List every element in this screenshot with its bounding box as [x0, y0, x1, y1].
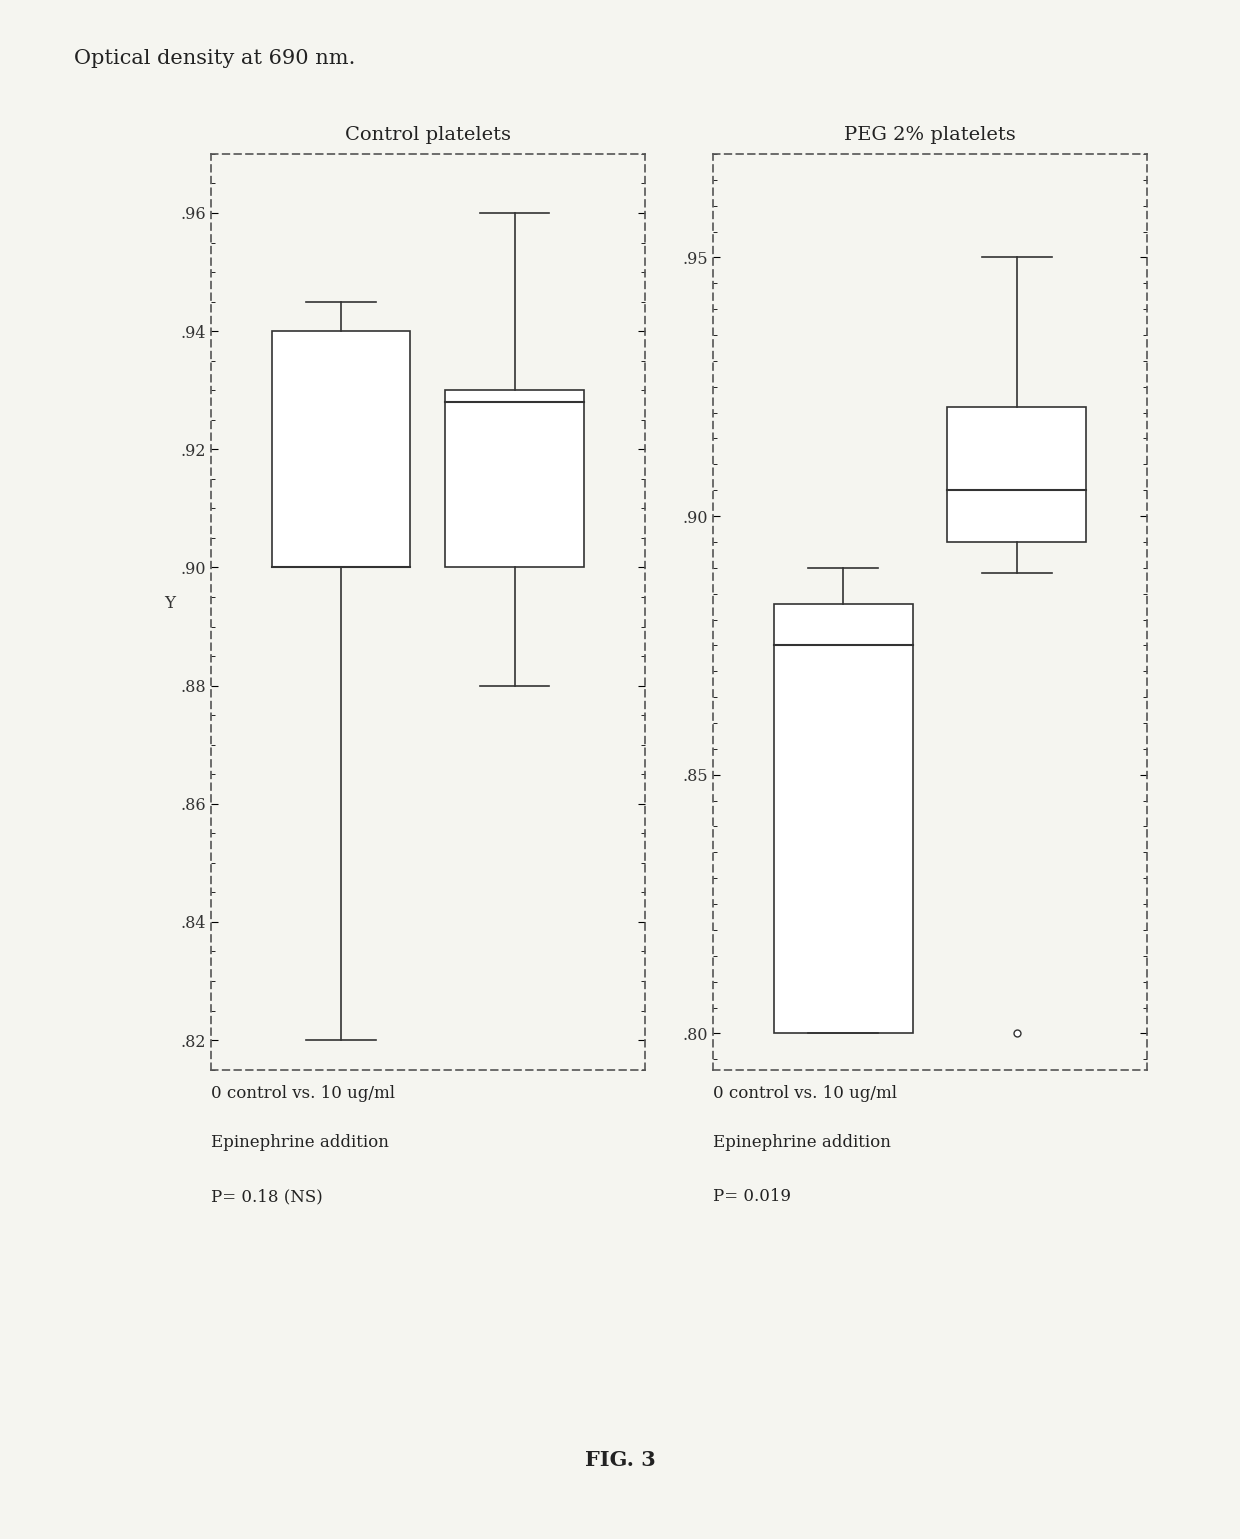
Bar — [272, 331, 410, 568]
Text: Optical density at 690 nm.: Optical density at 690 nm. — [74, 49, 356, 68]
Bar — [445, 391, 584, 568]
Text: Epinephrine addition: Epinephrine addition — [211, 1134, 388, 1151]
Bar — [947, 408, 1086, 542]
Bar — [774, 603, 913, 1033]
Text: P= 0.019: P= 0.019 — [713, 1188, 791, 1205]
Text: Epinephrine addition: Epinephrine addition — [713, 1134, 890, 1151]
Title: PEG 2% platelets: PEG 2% platelets — [844, 126, 1016, 145]
Text: P= 0.18 (NS): P= 0.18 (NS) — [211, 1188, 322, 1205]
Y-axis label: Y: Y — [164, 594, 175, 613]
Text: 0 control vs. 10 ug/ml: 0 control vs. 10 ug/ml — [211, 1085, 394, 1102]
Text: FIG. 3: FIG. 3 — [584, 1450, 656, 1470]
Title: Control platelets: Control platelets — [345, 126, 511, 145]
Text: 0 control vs. 10 ug/ml: 0 control vs. 10 ug/ml — [713, 1085, 897, 1102]
